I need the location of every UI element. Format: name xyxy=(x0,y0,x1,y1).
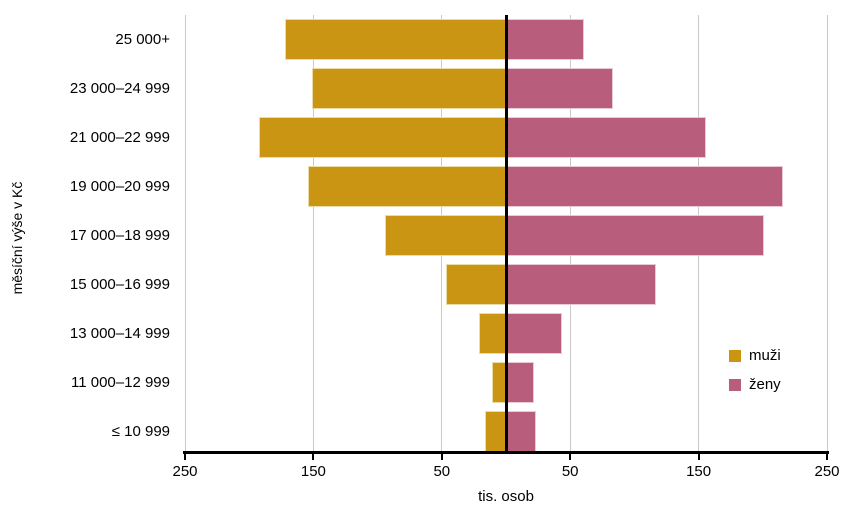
category-label: 19 000–20 999 xyxy=(69,178,170,195)
axis-tick xyxy=(312,451,315,460)
bar-muzi xyxy=(485,411,506,452)
bar-zeny xyxy=(506,411,536,452)
axis-tick xyxy=(440,451,443,460)
axis-tick-label: 250 xyxy=(172,463,198,480)
bar-zeny xyxy=(506,68,613,109)
gridline xyxy=(826,15,828,451)
bar-muzi xyxy=(479,313,506,354)
bar-zeny xyxy=(506,166,784,207)
bar-zeny xyxy=(506,19,585,60)
axis-tick-label: 150 xyxy=(300,463,326,480)
legend: muži ženy xyxy=(729,347,781,405)
category-label: ≤ 10 999 xyxy=(111,423,170,440)
bar-muzi xyxy=(259,117,506,158)
axis-tick xyxy=(569,451,572,460)
legend-label: muži xyxy=(749,347,781,364)
category-label: 13 000–14 999 xyxy=(69,325,170,342)
category-label: 21 000–22 999 xyxy=(69,129,170,146)
legend-swatch xyxy=(729,349,741,362)
category-label: 25 000+ xyxy=(115,31,170,48)
axis-tick-label: 50 xyxy=(433,463,451,480)
bar-zeny xyxy=(506,215,765,256)
axis-tick xyxy=(826,451,828,460)
bar-zeny xyxy=(506,264,657,305)
bar-muzi xyxy=(312,68,506,109)
bar-muzi xyxy=(385,215,506,256)
axis-tick-label: 150 xyxy=(686,463,712,480)
bar-zeny xyxy=(506,117,707,158)
legend-item: muži xyxy=(729,347,781,364)
category-label: 11 000–12 999 xyxy=(71,374,170,391)
axis-tick xyxy=(184,451,186,460)
category-label: 23 000–24 999 xyxy=(69,80,170,97)
bar-muzi xyxy=(445,264,506,305)
category-label: 15 000–16 999 xyxy=(69,276,170,293)
axis-tick xyxy=(697,451,700,460)
category-label: 17 000–18 999 xyxy=(69,227,170,244)
x-axis-title: tis. osob xyxy=(478,488,534,505)
axis-tick-label: 250 xyxy=(814,463,840,480)
zero-axis-line xyxy=(504,15,508,451)
bar-muzi xyxy=(285,19,506,60)
x-axis-line xyxy=(183,451,829,454)
axis-tick-label: 50 xyxy=(561,463,579,480)
bar-zeny xyxy=(506,362,535,403)
bar-zeny xyxy=(506,313,563,354)
bar-muzi xyxy=(308,166,506,207)
gridline xyxy=(184,15,186,451)
legend-swatch xyxy=(729,378,741,391)
gridline xyxy=(312,15,314,451)
legend-label: ženy xyxy=(749,376,781,393)
legend-item: ženy xyxy=(729,376,781,393)
plot-area xyxy=(184,15,828,452)
